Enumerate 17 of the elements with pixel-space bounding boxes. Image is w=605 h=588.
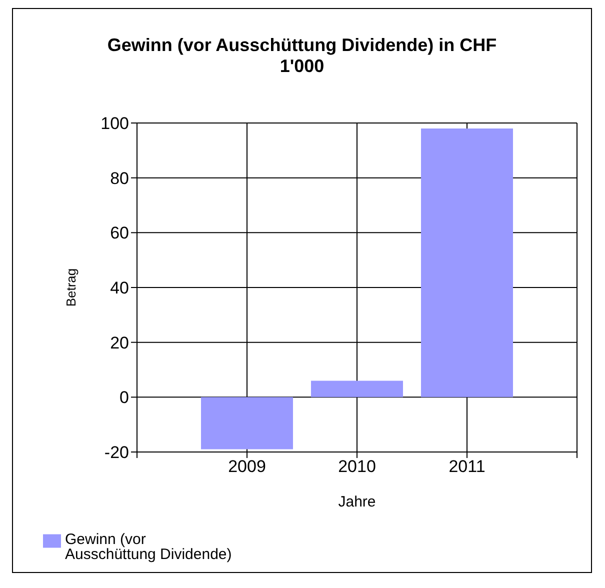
x-tick-label: 2011: [448, 457, 486, 476]
y-axis-title: Betrag: [64, 268, 79, 307]
bar: [421, 128, 513, 398]
bar: [311, 380, 403, 398]
y-tick-label: 0: [120, 388, 129, 408]
y-tick-label: 40: [110, 278, 129, 298]
legend-label: Gewinn (vor Ausschüttung Dividende): [65, 531, 233, 563]
chart-title: Gewinn (vor Ausschüttung Dividende) in CHF 1'000: [106, 34, 498, 78]
x-axis-title: Jahre: [338, 494, 376, 511]
y-tick-label: 20: [110, 333, 129, 352]
y-tick-label: 60: [110, 224, 129, 243]
y-tick-label: -20: [104, 443, 129, 462]
bar: [201, 397, 293, 450]
x-tick-label: 2009: [228, 457, 266, 476]
y-tick-label: 80: [110, 168, 129, 188]
y-tick-label: 100: [100, 114, 129, 134]
x-tick-label: 2010: [338, 457, 376, 476]
